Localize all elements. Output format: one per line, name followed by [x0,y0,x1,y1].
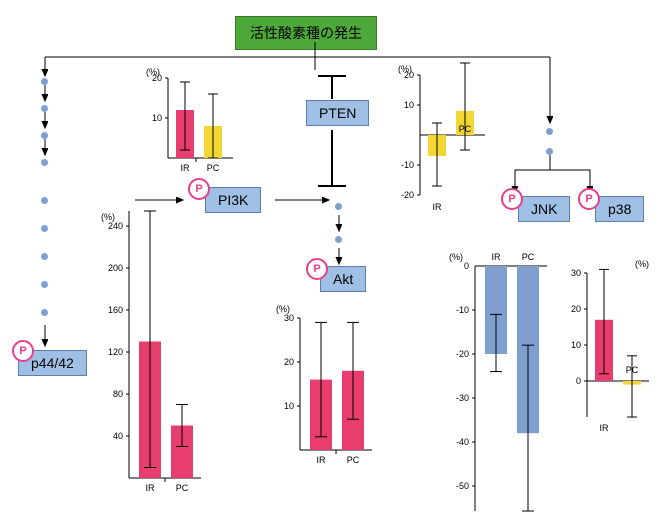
node-jnk: JNK [518,196,570,222]
node-pten: PTEN [306,100,369,126]
phospho-badge: P [306,258,328,280]
pct-label: (%) [635,259,649,269]
cascade-dot [546,128,553,135]
svg-text:-20: -20 [456,349,469,359]
svg-text:160: 160 [108,305,123,315]
cascade-dot [41,197,48,204]
svg-text:10: 10 [284,401,294,411]
pten-inhib-cap-top [318,75,346,77]
svg-text:200: 200 [108,263,123,273]
phospho-badge: P [578,188,600,210]
phospho-badge: P [12,340,34,362]
svg-text:0: 0 [464,261,469,271]
svg-text:40: 40 [113,431,123,441]
phospho-badge: P [188,178,210,200]
svg-text:20: 20 [571,304,581,314]
cascade-dot [41,105,48,112]
svg-text:IR: IR [146,483,156,493]
svg-text:IR: IR [181,163,191,173]
svg-text:PC: PC [207,163,220,173]
svg-text:30: 30 [571,268,581,278]
cascade-dot [335,236,342,243]
svg-text:PC: PC [176,483,189,493]
svg-text:-40: -40 [456,437,469,447]
cascade-dot [41,281,48,288]
svg-text:PC: PC [626,365,639,375]
pten-inhib-cap-bot [318,185,346,187]
svg-text:20: 20 [404,70,414,80]
svg-text:IR: IR [317,455,327,465]
svg-text:120: 120 [108,347,123,357]
chart-jnk: (%) -10 -20 -30 -40 -50 0 IR PC [445,238,565,518]
svg-text:240: 240 [108,221,123,231]
cascade-dot [41,225,48,232]
svg-text:IR: IR [433,202,443,212]
cascade-dot [335,203,342,210]
svg-text:IR: IR [600,423,610,433]
chart-p38: (%) 0 10 20 30 IR PC [565,255,663,455]
cascade-dot [41,78,48,85]
pten-inhib-line-top [331,75,333,99]
svg-text:PC: PC [459,124,472,134]
svg-text:PC: PC [522,252,535,262]
pct-label: (%) [449,252,463,262]
svg-text:PC: PC [347,455,360,465]
svg-text:IR: IR [492,252,502,262]
svg-text:-10: -10 [401,160,414,170]
cascade-dot [546,148,553,155]
svg-text:20: 20 [152,73,162,83]
svg-text:30: 30 [284,313,294,323]
svg-text:10: 10 [404,100,414,110]
cascade-dot [41,159,48,166]
svg-text:-50: -50 [456,481,469,491]
phospho-badge: P [501,188,523,210]
svg-text:20: 20 [284,357,294,367]
cascade-dot [41,253,48,260]
chart-pi3k: (%) 10 20 IR PC [138,63,248,178]
svg-text:80: 80 [113,389,123,399]
svg-text:-20: -20 [401,190,414,200]
pten-inhib-line-bot [331,130,333,185]
chart-p4442: (%) 40 80 120 160 200 240 IR PC [95,208,225,508]
svg-text:-30: -30 [456,393,469,403]
chart-pten: (%) 20 10 -10 -20 IR PC [390,60,500,215]
cascade-dot [41,309,48,316]
svg-text:-10: -10 [456,305,469,315]
svg-text:10: 10 [571,340,581,350]
svg-text:10: 10 [152,113,162,123]
cascade-dot [41,132,48,139]
chart-akt: (%) 10 20 30 IR PC [270,300,390,475]
svg-text:0: 0 [576,376,581,386]
node-p38: p38 [595,196,644,222]
title-box: 活性酸素種の発生 [235,16,377,50]
